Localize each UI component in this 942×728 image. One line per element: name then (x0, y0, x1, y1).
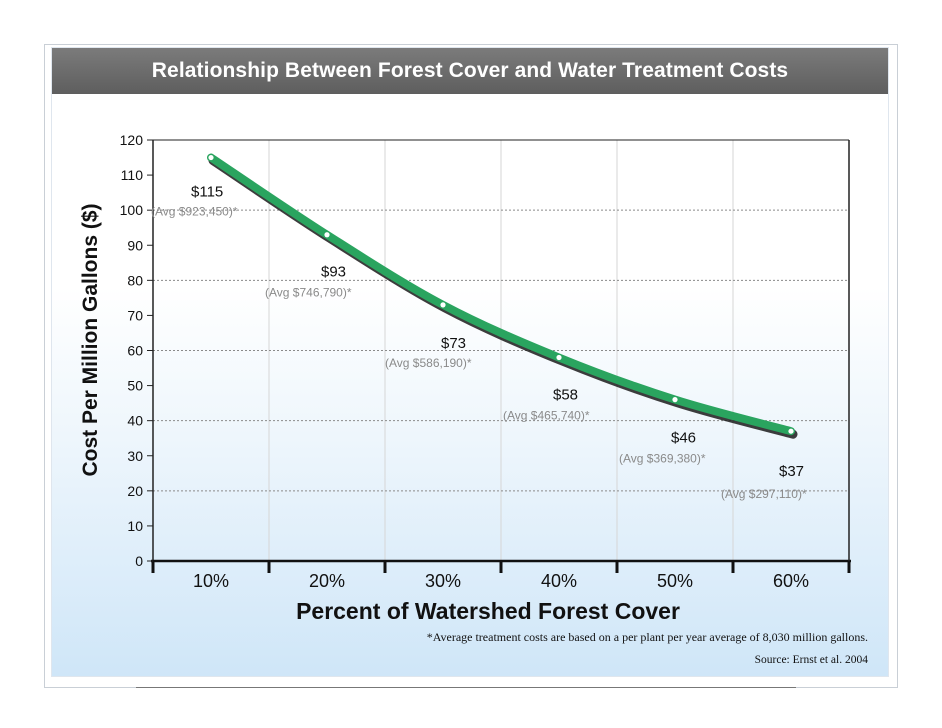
bottom-divider (136, 687, 796, 688)
avg-cost-label: (Avg $923,450)* (151, 205, 238, 219)
axes (147, 139, 851, 573)
data-point (788, 428, 794, 434)
avg-cost-label: (Avg $586,190)* (385, 356, 472, 370)
x-tick-label: 50% (657, 571, 693, 591)
chart-panel (52, 48, 888, 676)
y-tick-label: 40 (127, 413, 143, 429)
data-labels: $115 (Avg $923,450)* $93 (Avg $746,790)* $73… (151, 184, 807, 502)
avg-cost-label: (Avg $369,380)* (619, 452, 706, 466)
y-tick-label: 120 (120, 132, 144, 148)
y-tick-label: 60 (127, 343, 143, 359)
y-tick-labels: 0 10 20 30 40 50 60 70 80 90 100 110 120 (120, 132, 144, 569)
data-point (556, 354, 562, 361)
x-tick-label: 20% (309, 571, 345, 591)
value-label: $37 (779, 463, 804, 480)
y-tick-label: 20 (127, 483, 143, 499)
value-label: $93 (321, 264, 346, 281)
y-tick-label: 110 (121, 167, 144, 183)
value-label: $73 (441, 335, 466, 352)
y-tick-label: 90 (127, 237, 143, 253)
value-label: $58 (553, 387, 578, 404)
x-tick-labels: 10% 20% 30% 40% 50% 60% (193, 571, 809, 591)
y-tick-label: 30 (127, 448, 143, 464)
value-label: $46 (671, 430, 696, 447)
avg-cost-label: (Avg $297,110)* (721, 487, 807, 501)
grid-lines (153, 140, 849, 561)
x-tick-label: 10% (193, 571, 229, 591)
x-tick-label: 60% (773, 571, 809, 591)
avg-cost-label: (Avg $465,740)* (503, 409, 590, 423)
series-line (207, 153, 798, 439)
footnote: *Average treatment costs are based on a … (426, 630, 868, 644)
data-point (440, 302, 446, 308)
y-tick-label: 80 (127, 272, 143, 288)
y-tick-label: 50 (127, 378, 143, 394)
chart-title: Relationship Between Forest Cover and Wa… (52, 48, 888, 94)
source-note: Source: Ernst et al. 2004 (754, 654, 868, 666)
x-tick-label: 40% (541, 571, 577, 591)
avg-cost-label: (Avg $746,790)* (265, 286, 352, 300)
y-tick-label: 100 (120, 202, 144, 218)
value-label: $115 (191, 184, 223, 201)
y-tick-label: 10 (127, 518, 143, 534)
series-line (207, 153, 795, 436)
data-point (324, 232, 330, 238)
x-axis-label: Percent of Watershed Forest Cover (296, 598, 680, 624)
x-tick-label: 30% (425, 571, 461, 591)
y-tick-label: 0 (135, 553, 143, 569)
data-point (208, 154, 214, 161)
y-tick-label: 70 (127, 307, 143, 323)
data-point (672, 397, 678, 403)
y-axis-label: Cost Per Million Gallons ($) (79, 203, 102, 476)
